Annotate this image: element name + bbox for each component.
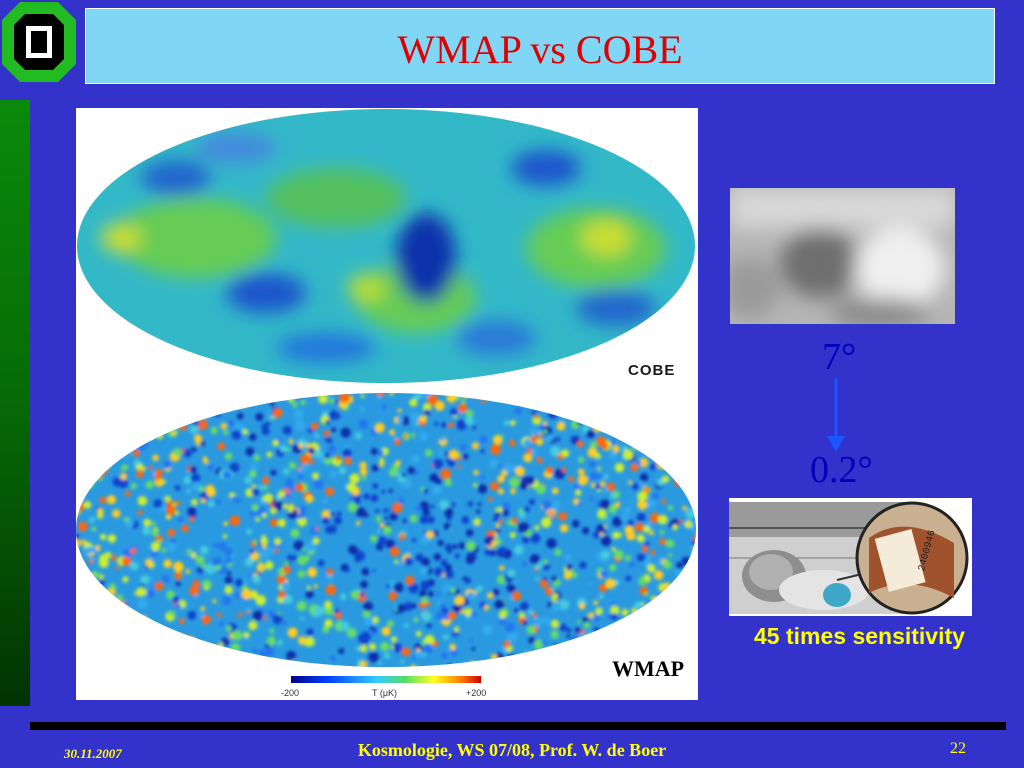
footer-date: 30.11.2007 (64, 746, 122, 761)
cobe-map (77, 109, 695, 383)
page-number: 22 (950, 740, 966, 757)
sensitivity-caption: 45 times sensitivity (754, 623, 965, 649)
angle-wmap-label: 0.2° (810, 449, 873, 491)
blurred-baby-photo (730, 188, 955, 324)
sharp-baby-photo: 2400946 (729, 498, 972, 616)
scale-min-label: -200 (281, 688, 300, 698)
wmap-label: WMAP (612, 656, 685, 681)
university-logo (0, 0, 80, 84)
scale-max-label: +200 (466, 688, 487, 698)
down-arrow-icon (827, 378, 845, 452)
scale-unit-label: T (μK) (372, 688, 398, 698)
slide-title: WMAP vs COBE (397, 27, 683, 72)
left-decorative-bar (0, 100, 30, 706)
title-box: WMAP vs COBE (85, 8, 995, 84)
footer-divider (30, 722, 1006, 730)
footer-course: Kosmologie, WS 07/08, Prof. W. de Boer (357, 740, 667, 760)
wmap-map (76, 393, 696, 667)
angle-cobe-label: 7° (822, 336, 857, 378)
temperature-scale-bar (291, 676, 481, 683)
sky-maps-image (76, 109, 696, 683)
sky-maps-panel: COBE WMAP -200 T (μK) +200 (76, 108, 698, 700)
cobe-label: COBE (628, 362, 676, 379)
